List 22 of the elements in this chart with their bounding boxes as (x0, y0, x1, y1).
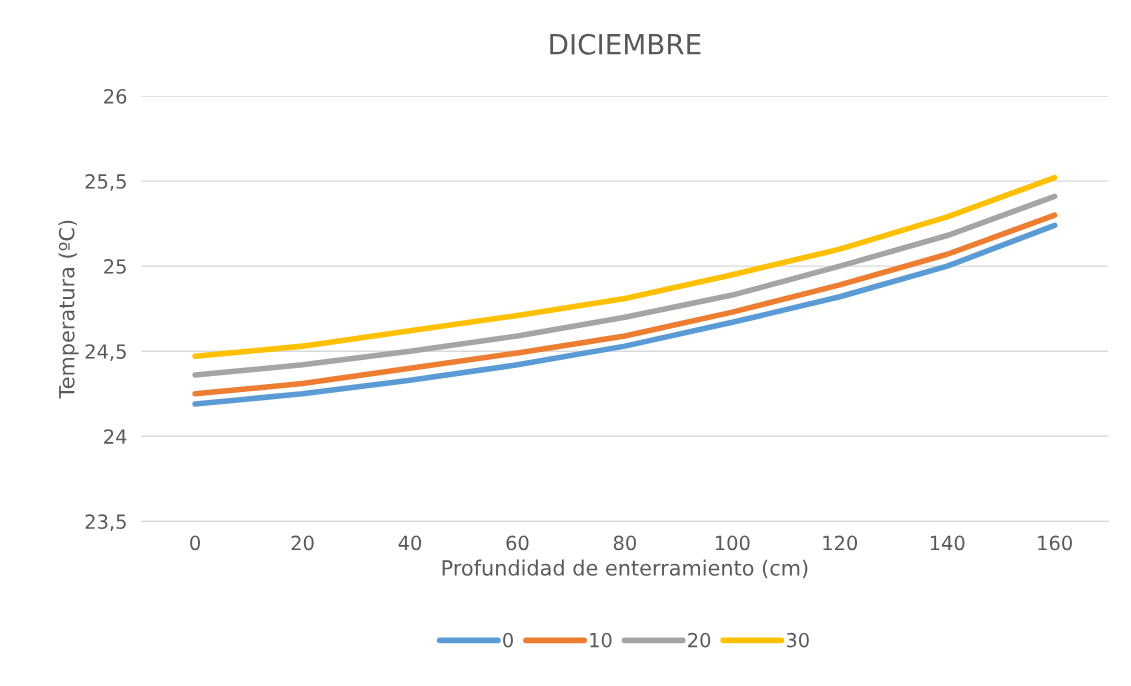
y-tick-label: 25 (104, 259, 126, 274)
x-tick-label: 100 (715, 535, 750, 551)
x-tick-label: 80 (613, 535, 636, 551)
y-tick-label: 26 (104, 89, 127, 104)
x-tick-label: 160 (1038, 535, 1072, 551)
x-tick-label: 120 (823, 535, 858, 551)
x-tick-label: 40 (398, 535, 422, 551)
x-tick-label: 60 (506, 535, 529, 551)
legend-label: 30 (786, 632, 809, 648)
legend-label: 0 (503, 632, 513, 648)
y-tick-label: 25,5 (85, 174, 126, 191)
x-tick-label: 20 (291, 535, 314, 551)
x-tick-label: 140 (930, 535, 965, 551)
legend-label: 10 (590, 632, 612, 648)
y-axis-title: Temperatura (ºC) (58, 220, 79, 399)
x-axis-title: Profundidad de enterramiento (cm) (442, 559, 808, 579)
y-tick-label: 24,5 (85, 344, 126, 361)
y-tick-label: 24 (104, 429, 127, 444)
x-tick-label: 0 (190, 535, 200, 551)
legend-label: 20 (688, 632, 711, 648)
y-tick-label: 23,5 (85, 514, 126, 532)
chart-title: DICIEMBRE (550, 33, 701, 55)
